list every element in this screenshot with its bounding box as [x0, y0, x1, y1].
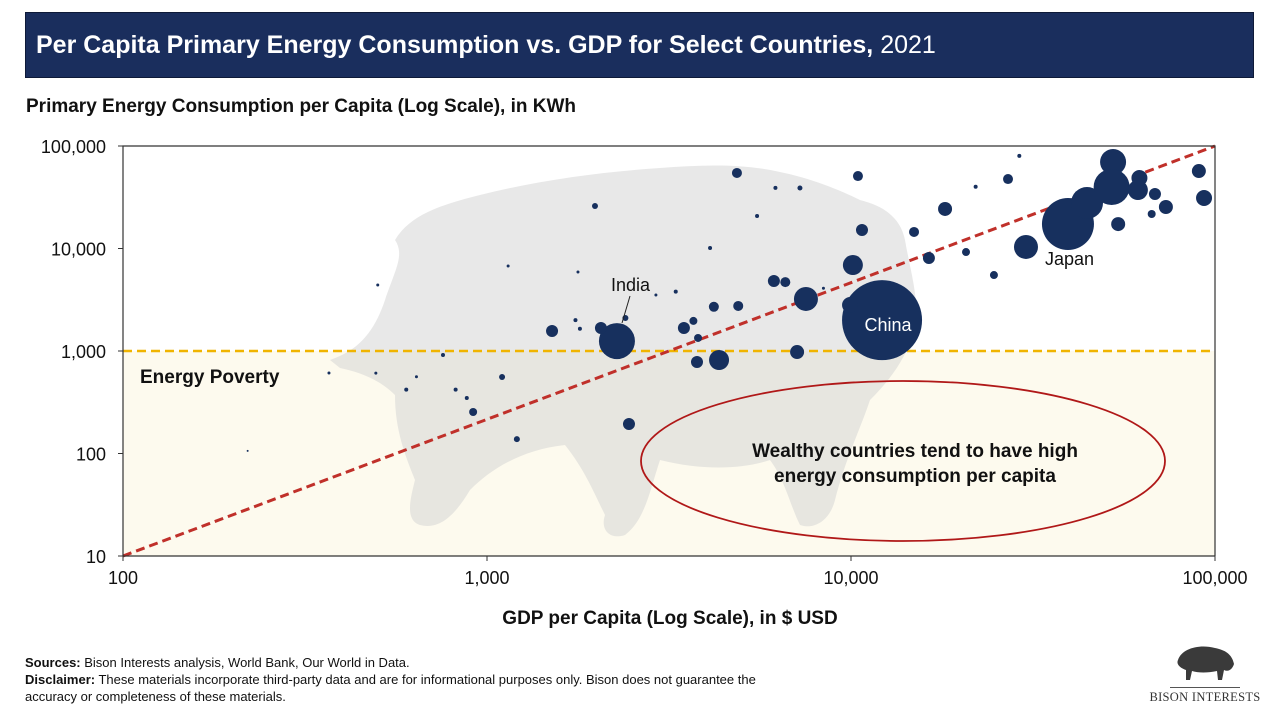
- india-label: India: [611, 275, 651, 295]
- data-point: [708, 246, 713, 251]
- y-tick-label: 1,000: [61, 342, 106, 362]
- point-china: [842, 280, 923, 361]
- data-point: [506, 264, 510, 268]
- data-point: [622, 418, 635, 431]
- data-point: [855, 224, 868, 237]
- data-point: [376, 283, 380, 287]
- bison-interests-logo: BISON INTERESTS: [1140, 640, 1270, 705]
- data-point: [773, 185, 778, 190]
- x-tick-label: 10,000: [823, 568, 878, 588]
- footer-notes: Sources: Bison Interests analysis, World…: [25, 654, 785, 705]
- data-point: [1003, 174, 1014, 185]
- data-point: [973, 184, 978, 189]
- data-point: [374, 371, 378, 375]
- trend-line: [122, 144, 1216, 558]
- x-tick-label: 100: [108, 568, 138, 588]
- data-point: [246, 449, 249, 452]
- data-point: [576, 270, 580, 274]
- x-tick-label: 100,000: [1182, 568, 1247, 588]
- data-point: [989, 271, 998, 280]
- annotation-ellipse: [640, 380, 1166, 542]
- data-point: [1148, 188, 1161, 201]
- data-point: [327, 371, 331, 375]
- y-tick-label: 10,000: [51, 240, 106, 260]
- bison-logo-icon: [1177, 646, 1234, 680]
- data-point: [689, 316, 698, 325]
- japan-label: Japan: [1045, 249, 1094, 269]
- data-point: [852, 171, 863, 182]
- data-point: [938, 201, 953, 216]
- y-tick-label: 10: [86, 547, 106, 567]
- data-point: [414, 375, 418, 379]
- x-axis-label: GDP per Capita (Log Scale), in $ USD: [502, 608, 838, 629]
- data-point: [797, 185, 803, 191]
- data-point: [594, 322, 607, 335]
- data-point: [591, 202, 598, 209]
- y-tick-label: 100,000: [41, 137, 106, 157]
- point-japan: [1013, 234, 1038, 259]
- china-label: China: [864, 315, 912, 335]
- y-axis-label: Primary Energy Consumption per Capita (L…: [26, 96, 577, 117]
- data-point: [513, 436, 520, 443]
- data-point: [1158, 200, 1173, 215]
- data-point: [440, 353, 445, 358]
- data-point: [1196, 189, 1213, 206]
- data-point: [767, 274, 780, 287]
- data-point: [1191, 164, 1206, 179]
- data-point: [690, 356, 703, 369]
- data-point: [1100, 149, 1127, 176]
- data-point: [577, 326, 582, 331]
- data-point: [1147, 210, 1156, 219]
- data-point: [469, 408, 478, 417]
- data-point: [404, 387, 409, 392]
- data-point: [464, 395, 469, 400]
- data-point: [677, 322, 690, 335]
- annotation-line-1: Wealthy countries tend to have high: [752, 441, 1078, 462]
- data-point: [573, 318, 578, 323]
- india-leader-line: [621, 295, 631, 324]
- y-tick-label: 100: [76, 445, 106, 465]
- data-point: [499, 374, 506, 381]
- chart-title: Per Capita Primary Energy Consumption vs…: [25, 12, 1254, 78]
- point-india: [598, 323, 635, 360]
- data-point: [1131, 170, 1148, 187]
- data-point: [1071, 186, 1104, 219]
- data-point: [755, 214, 760, 219]
- data-point: [453, 387, 458, 392]
- annotation-line-2: energy consumption per capita: [774, 466, 1056, 487]
- energy-poverty-label: Energy Poverty: [140, 367, 280, 388]
- data-point: [842, 297, 859, 314]
- data-point: [962, 248, 971, 257]
- data-point: [780, 277, 791, 288]
- data-point: [731, 167, 742, 178]
- data-point: [673, 289, 678, 294]
- data-point: [790, 345, 805, 360]
- data-point: [733, 300, 744, 311]
- disclaimer-note: Disclaimer: These materials incorporate …: [25, 672, 756, 704]
- data-point: [709, 349, 730, 370]
- data-point: [1093, 169, 1130, 206]
- data-point: [694, 333, 703, 342]
- data-point: [922, 251, 935, 264]
- data-point: [1017, 153, 1022, 158]
- data-point: [842, 255, 863, 276]
- data-point: [654, 293, 658, 297]
- sources-note: Sources: Bison Interests analysis, World…: [25, 655, 410, 670]
- data-point: [793, 286, 818, 311]
- x-tick-label: 1,000: [464, 568, 509, 588]
- data-point: [909, 226, 920, 237]
- data-point: [821, 286, 825, 290]
- data-point: [546, 325, 559, 338]
- data-point: [1111, 217, 1126, 232]
- data-point: [708, 301, 719, 312]
